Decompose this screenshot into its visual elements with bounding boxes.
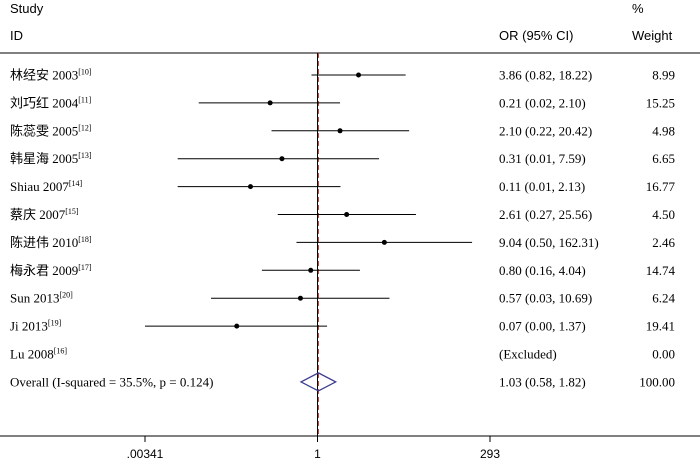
- study-point: [279, 156, 285, 162]
- study-weight: 0.00: [652, 347, 675, 362]
- study-reference: [18]: [78, 235, 92, 244]
- study-or-ci: 9.04 (0.50, 162.31): [499, 235, 599, 250]
- study-point: [234, 323, 240, 329]
- study-id: Shiau 2007: [10, 179, 69, 194]
- overall-weight: 100.00: [639, 374, 675, 389]
- study-label: Lu 2008[16]: [10, 347, 67, 362]
- study-id: 刘巧红 2004: [10, 95, 79, 110]
- study-weight: 6.65: [652, 151, 675, 166]
- study-label: 刘巧红 2004[11]: [10, 95, 92, 110]
- x-tick-label: 293: [480, 447, 500, 461]
- study-label: 梅永君 2009[17]: [10, 263, 92, 278]
- study-id: 韩星海 2005: [10, 151, 78, 166]
- study-label: 陈蕊雯 2005[12]: [10, 123, 92, 138]
- study-weight: 4.98: [652, 123, 675, 138]
- study-reference: [14]: [69, 179, 83, 188]
- study-or-ci: (Excluded): [499, 347, 557, 362]
- header-weight: Weight: [632, 28, 673, 43]
- study-id: Ji 2013: [10, 319, 48, 334]
- study-reference: [16]: [54, 347, 68, 356]
- header-or-ci: OR (95% CI): [499, 28, 573, 43]
- study-label: 陈进伟 2010[18]: [10, 235, 92, 250]
- study-or-ci: 3.86 (0.82, 18.22): [499, 68, 592, 83]
- study-reference: [15]: [65, 207, 79, 216]
- study-weight: 16.77: [646, 179, 676, 194]
- study-or-ci: 0.11 (0.01, 2.13): [499, 179, 585, 194]
- study-label: 蔡庆 2007[15]: [10, 207, 79, 222]
- study-point: [381, 239, 387, 245]
- study-point: [247, 184, 253, 190]
- overall-label: Overall (I-squared = 35.5%, p = 0.124): [10, 374, 213, 389]
- study-id: Sun 2013: [10, 291, 59, 306]
- study-point: [267, 100, 273, 106]
- study-weight: 4.50: [652, 207, 675, 222]
- study-or-ci: 0.80 (0.16, 4.04): [499, 263, 586, 278]
- study-id: 陈蕊雯 2005: [10, 123, 78, 138]
- x-tick-label: .00341: [127, 447, 164, 461]
- study-or-ci: 2.61 (0.27, 25.56): [499, 207, 592, 222]
- study-or-ci: 0.31 (0.01, 7.59): [499, 151, 586, 166]
- study-reference: [13]: [78, 151, 92, 160]
- study-weight: 14.74: [646, 263, 676, 278]
- study-id: Lu 2008: [10, 347, 54, 362]
- header-study: Study: [10, 1, 44, 16]
- study-id: 陈进伟 2010: [10, 235, 78, 250]
- study-label: Sun 2013[20]: [10, 291, 73, 306]
- study-reference: [19]: [48, 319, 62, 328]
- study-reference: [12]: [78, 123, 92, 132]
- overall-diamond: [299, 372, 338, 392]
- study-reference: [20]: [59, 291, 73, 300]
- study-or-ci: 0.21 (0.02, 2.10): [499, 95, 586, 110]
- study-id: 林经安 2003: [10, 68, 78, 83]
- study-id: 梅永君 2009: [10, 263, 78, 278]
- study-weight: 8.99: [652, 68, 675, 83]
- header-percent: %: [632, 1, 644, 16]
- study-point: [344, 212, 350, 217]
- study-point: [297, 295, 303, 301]
- overall-or-ci: 1.03 (0.58, 1.82): [499, 374, 586, 389]
- study-label: 林经安 2003[10]: [10, 68, 92, 83]
- header-id: ID: [10, 28, 23, 43]
- study-label: Shiau 2007[14]: [10, 179, 83, 194]
- study-reference: [10]: [78, 68, 92, 77]
- study-point: [337, 128, 343, 134]
- study-weight: 19.41: [646, 319, 675, 334]
- x-tick-label: 1: [314, 447, 321, 461]
- study-reference: [11]: [78, 95, 91, 104]
- study-or-ci: 0.07 (0.00, 1.37): [499, 319, 586, 334]
- study-or-ci: 2.10 (0.22, 20.42): [499, 123, 592, 138]
- study-label: Ji 2013[19]: [10, 319, 62, 334]
- study-reference: [17]: [78, 263, 92, 272]
- study-weight: 2.46: [652, 235, 675, 250]
- study-weight: 15.25: [646, 95, 675, 110]
- study-or-ci: 0.57 (0.03, 10.69): [499, 291, 592, 306]
- study-point: [308, 267, 314, 273]
- study-weight: 6.24: [652, 291, 675, 306]
- study-id: 蔡庆 2007: [10, 207, 66, 222]
- study-label: 韩星海 2005[13]: [10, 151, 92, 166]
- study-point: [356, 72, 362, 78]
